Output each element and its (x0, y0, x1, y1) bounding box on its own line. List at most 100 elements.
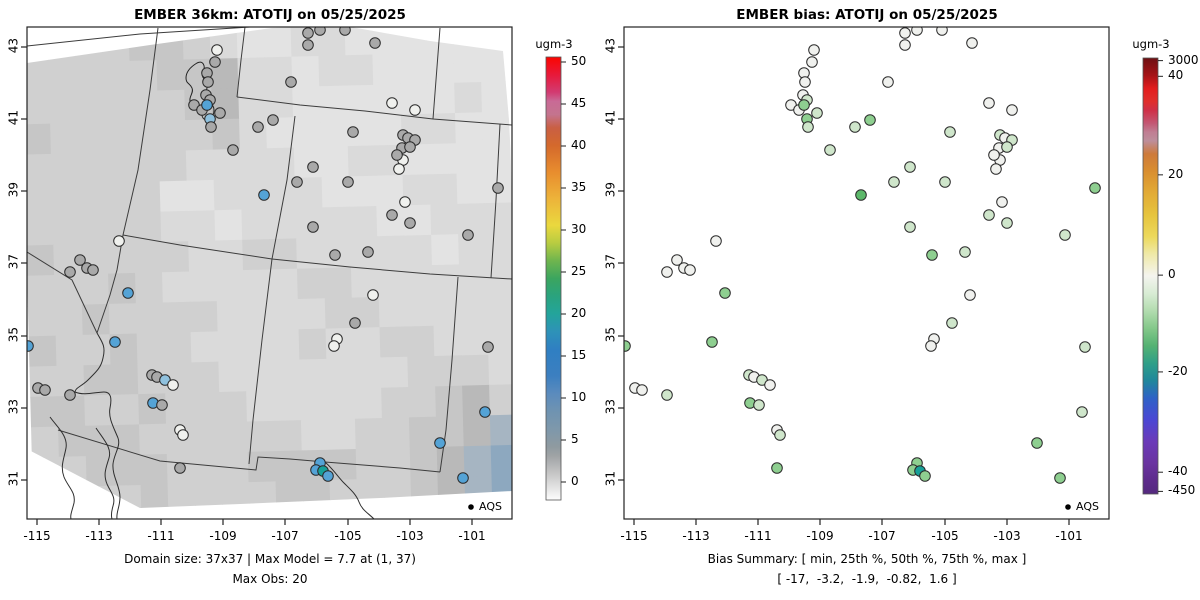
station-dot (227, 144, 239, 156)
grid-cell (298, 328, 327, 361)
station-dot (87, 264, 99, 276)
grid-cell (320, 146, 350, 178)
aqs-legend-dot-right (1065, 504, 1071, 510)
station-dot (1054, 472, 1066, 484)
grid-cell (296, 267, 326, 300)
grid-cell (155, 29, 185, 61)
station-dot (202, 76, 214, 88)
right-map-border (623, 26, 1110, 520)
station-dot (964, 289, 976, 301)
left-colorbar-tick-label: 45 (571, 96, 587, 110)
grid-cell (240, 178, 270, 211)
x-tick-label: -105 (931, 529, 959, 543)
right-colorbar (1142, 57, 1159, 495)
grid-cell (55, 334, 85, 367)
station-dot (307, 221, 319, 233)
grid-cell (242, 269, 272, 301)
grid-cell (192, 391, 221, 424)
station-dot (322, 470, 334, 482)
station-dot (926, 249, 938, 261)
grid-cell (296, 237, 325, 270)
grid-cell (239, 117, 268, 150)
x-tick-label: -115 (23, 529, 51, 543)
station-dot (806, 56, 818, 68)
grid-cell (85, 425, 114, 457)
grid-cell (239, 148, 269, 180)
station-dot (209, 56, 221, 68)
grid-cell (83, 364, 112, 397)
grid-cell (380, 356, 409, 389)
station-dot (329, 249, 341, 261)
river-coast-line (95, 427, 115, 519)
grid-cell (54, 304, 84, 337)
grid-cell (293, 146, 323, 179)
state-border-line (27, 251, 98, 334)
grid-cell (192, 422, 222, 454)
grid-cell (52, 213, 81, 246)
grid-cell (377, 235, 406, 268)
grid-cell (429, 173, 458, 206)
x-tick-label: -105 (334, 529, 362, 543)
station-dot (302, 27, 314, 39)
grid-cell (104, 151, 134, 184)
grid-cell (50, 153, 80, 185)
right-panel-title: EMBER bias: ATOTIJ on 05/25/2025 (736, 7, 998, 23)
station-dot (328, 340, 340, 352)
station-dot (399, 196, 411, 208)
state-border-line (248, 115, 296, 465)
station-dot (291, 176, 303, 188)
state-border-line (720, 235, 1109, 279)
grid-cell (354, 418, 384, 450)
grid-cell (193, 452, 223, 485)
grid-cell (372, 53, 401, 86)
grid-cell (459, 294, 489, 326)
grid-cell (82, 334, 112, 366)
station-dot (899, 27, 911, 39)
grid-cell (481, 111, 511, 144)
grid-cell (111, 394, 140, 426)
grid-cell (77, 122, 106, 154)
right-colorbar-tick-label: 3000 (1168, 52, 1199, 67)
left-caption-line2: Max Obs: 20 (232, 572, 308, 586)
stations-right (624, 27, 1101, 484)
grid-cell (242, 239, 271, 271)
grid-cell (326, 358, 355, 390)
grid-cell (273, 389, 302, 422)
grid-cell (191, 361, 220, 394)
grid-cell (319, 85, 348, 118)
station-dot (434, 437, 446, 449)
state-border-line (122, 234, 512, 280)
station-dot (285, 76, 297, 88)
right-colorbar-label: ugm-3 (1132, 37, 1170, 51)
grid-cell (269, 268, 299, 301)
grid-cell (78, 182, 108, 215)
river-coast-line (672, 333, 717, 519)
right-colorbar-tick-label: -450 (1168, 483, 1196, 498)
grid-cell (248, 481, 277, 508)
station-dot (849, 121, 861, 133)
grid-cell (135, 302, 165, 335)
grid-cell (479, 27, 508, 53)
grid-cell (212, 118, 241, 151)
grid-cell (186, 179, 216, 212)
grid-cell (217, 330, 246, 363)
grid-cell (81, 273, 110, 306)
station-dot (307, 161, 319, 173)
station-dot (882, 76, 894, 88)
grid-cell (221, 482, 250, 508)
station-dot (684, 264, 696, 276)
map-lines-left (27, 27, 512, 519)
grid-cell (30, 396, 59, 428)
grid-cell (32, 487, 62, 508)
grid-cell (81, 303, 111, 336)
station-dot (64, 389, 76, 401)
grid-cell (108, 303, 138, 335)
grid-cell (245, 360, 274, 392)
right-colorbar-tick-label: 0 (1168, 267, 1176, 282)
grid-cell (54, 274, 83, 306)
grid-cell (405, 295, 435, 328)
station-dot (492, 182, 504, 194)
station-dot (706, 336, 718, 348)
grid-cell (270, 298, 300, 331)
grid-cell (346, 115, 376, 147)
